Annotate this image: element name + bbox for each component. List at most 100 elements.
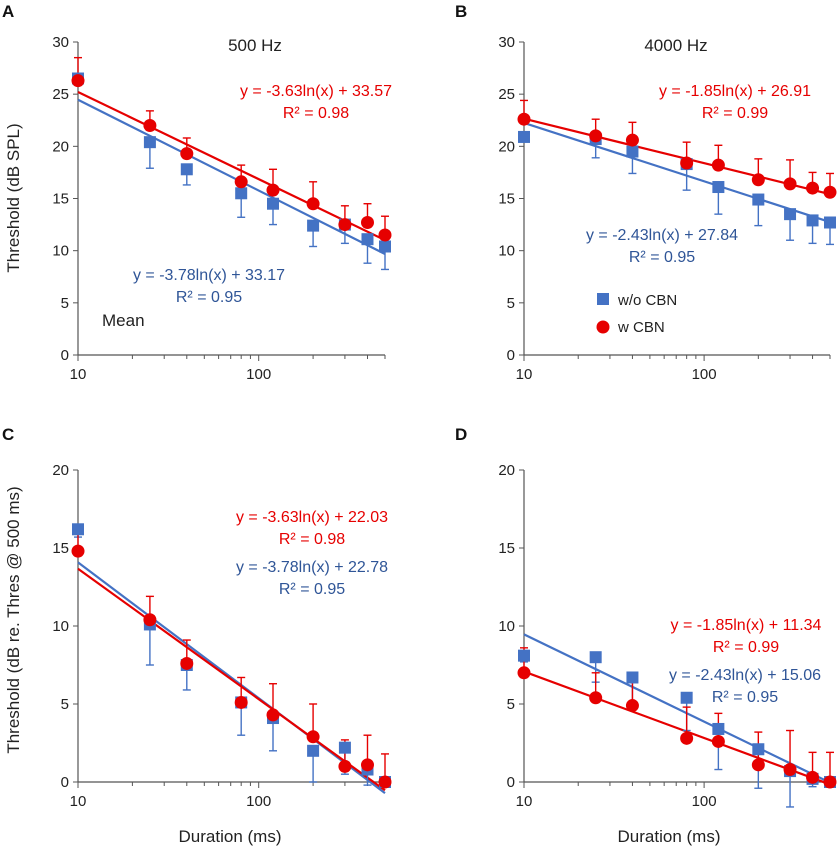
panel-letter-d: D [455,425,467,444]
panel-d-point-with-cbn [517,666,531,680]
panel-b-point-with-cbn [625,133,639,147]
panel-c-red-equation: y = -3.63ln(x) + 22.03 [236,509,388,526]
panel-b-point-without-cbn [784,208,797,221]
panel-a-point-without-cbn [379,240,391,253]
panel-a-point-without-cbn [307,219,320,232]
panel-b-point-without-cbn [518,130,530,143]
panel-b-fit-line-without-cbn [523,121,831,224]
panel-b-point-with-cbn [751,173,765,187]
panel-d-fit-line-without-cbn [523,633,831,784]
legend-marker-square [597,293,609,305]
panel-d-xlabel: Duration (ms) [618,827,721,846]
panel-a: 0 5 10 15 20 25 30 10 100 A 500 Hz Threshold (dB… [2,2,392,383]
panel-d-point-with-cbn [711,734,725,748]
panel-b-xtick-label: 100 [692,366,717,383]
panel-a-point-with-cbn [266,183,280,197]
panel-b-ytick-label: 15 [498,191,515,208]
panel-b-ytick-label: 10 [498,243,515,260]
legend: w/o CBN w CBN [596,292,677,336]
panel-c-blue-r2: R² = 0.95 [279,581,345,598]
panel-d-point-with-cbn [751,758,765,772]
panel-b-point-with-cbn [589,129,603,143]
panel-c-point-without-cbn [338,741,351,754]
panel-a-fit-line-without-cbn [77,98,386,256]
panel-d: 0 5 10 15 20 10 100 D Duration (ms) y = -1.85l… [455,425,837,846]
panel-b-red-equation: y = -1.85ln(x) + 26.91 [659,83,811,100]
panel-a-point-with-cbn [180,147,194,161]
panel-a-point-with-cbn [338,218,352,232]
panel-a-note: Mean [102,311,145,330]
panel-letter-c: C [2,425,14,444]
panel-a-title: 500 Hz [228,36,282,55]
panel-a-point-without-cbn [235,187,248,200]
panel-b-blue-r2: R² = 0.95 [629,249,695,266]
panel-d-red-equation: y = -1.85ln(x) + 11.34 [671,617,822,634]
panel-d-ytick-label: 10 [498,618,515,635]
panel-a-point-with-cbn [71,74,85,88]
panel-c: 0 5 10 15 20 10 100 C Threshold (dB re. Thres … [2,425,392,846]
panel-c-point-without-cbn [307,744,320,757]
panel-a-ytick-label: 20 [52,138,69,155]
panel-c-blue-equation: y = -3.78ln(x) + 22.78 [236,559,388,576]
panel-d-point-with-cbn [823,775,837,789]
panel-a-ytick-label: 0 [61,347,69,364]
panel-b-ytick-label: 5 [507,295,515,312]
panel-c-xlabel: Duration (ms) [179,827,282,846]
panel-c-ytick-label: 5 [61,696,69,713]
panel-b-point-with-cbn [680,156,694,170]
panel-b-ytick-label: 25 [498,86,515,103]
panel-d-point-without-cbn [680,691,693,704]
panel-b-point-with-cbn [517,112,531,126]
panel-d-ytick-label: 20 [498,462,515,479]
panel-a-point-with-cbn [234,175,248,189]
panel-b-point-with-cbn [823,185,837,199]
panel-a-xtick-label: 10 [70,366,87,383]
panel-d-blue-equation: y = -2.43ln(x) + 15.06 [669,667,821,684]
panel-d-point-with-cbn [589,691,603,705]
panel-d-ytick-label: 15 [498,540,515,557]
panel-c-ytick-label: 20 [52,462,69,479]
panel-b-point-without-cbn [712,181,725,194]
panel-b-point-without-cbn [626,145,639,158]
panel-a-plot: 0 5 10 15 20 25 30 10 100 [52,34,392,383]
panel-b-point-without-cbn [806,214,819,227]
panel-a-point-with-cbn [378,228,392,242]
panel-b-point-with-cbn [711,158,725,172]
panel-c-fit-line-with-cbn [77,567,386,792]
panel-a-ylabel: Threshold (dB SPL) [4,123,23,272]
panel-b-point-without-cbn [824,216,836,229]
panel-d-blue-r2: R² = 0.95 [712,689,778,706]
panel-c-xtick-label: 100 [246,793,271,810]
panel-a-fit-line-with-cbn [77,90,386,242]
panel-b-ytick-label: 20 [498,138,515,155]
panel-c-point-with-cbn [338,759,352,773]
panel-a-point-without-cbn [180,163,193,176]
panel-c-ytick-label: 10 [52,618,69,635]
panel-c-point-without-cbn [72,523,84,536]
panel-b-point-with-cbn [806,181,820,195]
panel-letter-b: B [455,2,467,21]
panel-b-red-r2: R² = 0.99 [702,105,768,122]
legend-label-with-cbn: w CBN [617,319,665,336]
panel-d-point-with-cbn [680,731,694,745]
panel-a-point-with-cbn [306,197,320,211]
panel-c-point-with-cbn [143,613,157,627]
panel-letter-a: A [2,2,14,21]
panel-c-point-with-cbn [360,758,374,772]
panel-d-point-without-cbn [752,743,765,756]
panel-c-ylabel: Threshold (dB re. Thres @ 500 ms) [4,486,23,753]
panel-c-ytick-label: 15 [52,540,69,557]
panel-b-ytick-label: 30 [498,34,515,51]
panel-c-point-with-cbn [378,775,392,789]
panel-d-point-without-cbn [712,722,725,735]
panel-a-point-without-cbn [267,197,280,210]
panel-a-point-with-cbn [360,215,374,229]
panel-a-ytick-label: 15 [52,191,69,208]
panel-c-point-with-cbn [306,730,320,744]
panel-d-point-with-cbn [625,699,639,713]
panel-c-plot: 0 5 10 15 20 10 100 [52,462,392,810]
panel-d-xtick-label: 100 [692,793,717,810]
panel-d-ytick-label: 0 [507,774,515,791]
panel-b-ytick-label: 0 [507,347,515,364]
panel-d-point-without-cbn [518,649,530,662]
